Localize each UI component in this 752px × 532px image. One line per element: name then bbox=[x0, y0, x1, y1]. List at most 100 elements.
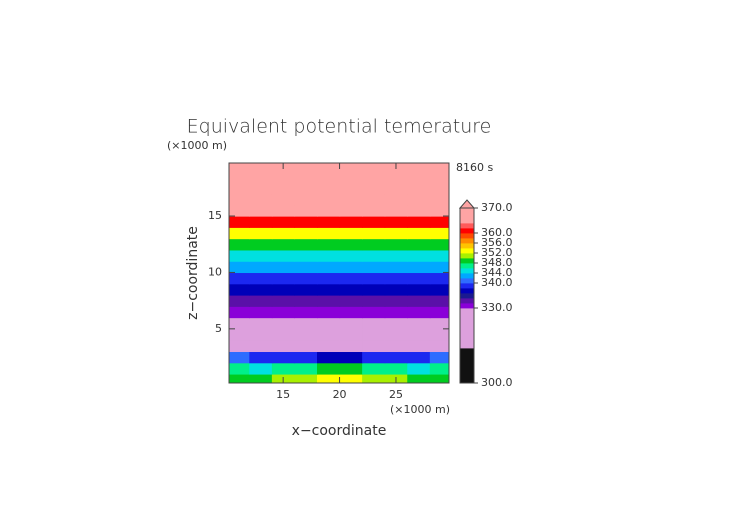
cell bbox=[362, 163, 386, 172]
cell bbox=[249, 362, 273, 375]
cell bbox=[339, 283, 363, 296]
cell bbox=[249, 249, 273, 262]
cell bbox=[249, 272, 273, 285]
cell bbox=[339, 328, 363, 341]
cell bbox=[384, 182, 408, 195]
colorbar-segment bbox=[460, 348, 474, 384]
cell bbox=[362, 340, 386, 353]
cell bbox=[317, 238, 341, 251]
cell bbox=[407, 328, 431, 341]
cell bbox=[271, 272, 296, 285]
colorbar-tick-label: 352.0 bbox=[481, 246, 513, 259]
colorbar-segment bbox=[460, 288, 474, 294]
cell bbox=[339, 193, 363, 206]
x-axis-label: x−coordinate bbox=[292, 423, 387, 439]
cell bbox=[229, 328, 250, 341]
cell bbox=[384, 216, 408, 228]
cell bbox=[429, 328, 449, 341]
colorbar-segment bbox=[460, 268, 474, 274]
cell bbox=[271, 204, 296, 217]
cell bbox=[249, 373, 273, 383]
cell bbox=[407, 283, 431, 296]
cell bbox=[229, 249, 250, 262]
cell bbox=[362, 216, 386, 228]
y-tick-label: 15 bbox=[208, 209, 222, 222]
cell bbox=[294, 238, 318, 251]
cell bbox=[317, 193, 341, 206]
colorbar-tick-label: 340.0 bbox=[481, 276, 513, 289]
colorbar-segment bbox=[460, 293, 474, 299]
colorbar-segment bbox=[460, 278, 474, 284]
cell bbox=[429, 216, 449, 228]
colorbar-segment bbox=[460, 283, 474, 289]
cell bbox=[271, 227, 296, 240]
cell bbox=[229, 317, 250, 330]
cell bbox=[294, 295, 318, 307]
cell bbox=[271, 362, 296, 375]
colorbar-segment bbox=[460, 263, 474, 269]
cell bbox=[271, 328, 296, 341]
cell bbox=[339, 182, 363, 195]
cell bbox=[229, 227, 250, 240]
cell bbox=[429, 351, 449, 364]
cell bbox=[294, 163, 318, 172]
cell bbox=[407, 261, 431, 274]
cell bbox=[362, 272, 386, 285]
cell bbox=[407, 163, 431, 172]
colorbar-extend bbox=[458, 199, 476, 209]
cell bbox=[271, 193, 296, 206]
cell bbox=[229, 204, 250, 217]
cell bbox=[362, 328, 386, 341]
cell bbox=[229, 306, 250, 319]
colorbar-tick-label: 360.0 bbox=[481, 226, 513, 239]
field bbox=[229, 163, 449, 383]
cell bbox=[229, 193, 250, 206]
cell bbox=[362, 373, 386, 383]
cell bbox=[294, 351, 318, 364]
cell bbox=[339, 216, 363, 228]
cell bbox=[429, 362, 449, 375]
cell bbox=[271, 340, 296, 353]
cell bbox=[249, 182, 273, 195]
cell bbox=[249, 170, 273, 183]
cell bbox=[229, 238, 250, 251]
cell bbox=[317, 204, 341, 217]
cell bbox=[339, 261, 363, 274]
cell bbox=[249, 328, 273, 341]
cell bbox=[384, 272, 408, 285]
cell bbox=[249, 351, 273, 364]
cell bbox=[294, 340, 318, 353]
cell bbox=[317, 317, 341, 330]
cell bbox=[429, 182, 449, 195]
cell bbox=[362, 193, 386, 206]
cell bbox=[229, 283, 250, 296]
cell bbox=[294, 283, 318, 296]
cell bbox=[384, 295, 408, 307]
cell bbox=[429, 170, 449, 183]
cell bbox=[294, 204, 318, 217]
cell bbox=[294, 249, 318, 262]
cell bbox=[339, 249, 363, 262]
cell bbox=[429, 261, 449, 274]
cell bbox=[271, 317, 296, 330]
cell bbox=[317, 306, 341, 319]
y-axis-label: z−coordinate bbox=[185, 226, 201, 320]
cell bbox=[294, 317, 318, 330]
x-unit: (×1000 m) bbox=[390, 403, 450, 416]
cell bbox=[294, 261, 318, 274]
cell bbox=[407, 340, 431, 353]
cell bbox=[271, 238, 296, 251]
cell bbox=[271, 283, 296, 296]
cell bbox=[229, 340, 250, 353]
cell bbox=[384, 351, 408, 364]
colorbar-segment bbox=[460, 308, 474, 349]
cell bbox=[407, 272, 431, 285]
cell bbox=[362, 204, 386, 217]
cell bbox=[271, 295, 296, 307]
cell bbox=[339, 163, 363, 172]
cell bbox=[249, 295, 273, 307]
cell bbox=[249, 204, 273, 217]
x-tick-label: 25 bbox=[389, 388, 403, 401]
cell bbox=[429, 249, 449, 262]
cell bbox=[317, 362, 341, 375]
